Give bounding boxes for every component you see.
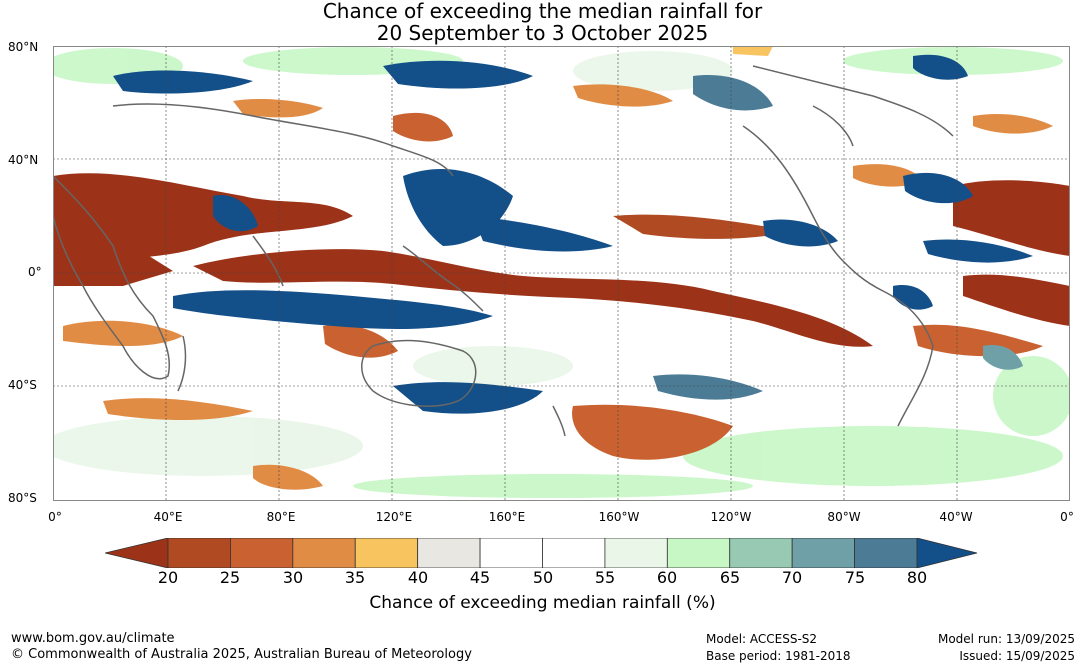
colorbar-cell <box>604 538 668 568</box>
colorbar-tick-30: 30 <box>282 568 304 587</box>
colorbar-label: Chance of exceeding median rainfall (%) <box>369 593 716 613</box>
colorbar <box>105 538 978 568</box>
colorbar-lower-extend <box>105 538 169 568</box>
dry-anomaly-regions <box>53 46 1070 490</box>
colorbar-tick-55: 55 <box>594 568 616 587</box>
lon-label-120e: 120°E <box>375 510 413 524</box>
footer-base-period: Base period: 1981-2018 <box>706 649 851 663</box>
footer-copyright: © Commonwealth of Australia 2025, Austra… <box>11 647 472 662</box>
colorbar-cell <box>854 538 918 568</box>
lat-label-80n: 80°N <box>8 40 39 54</box>
colorbar-cell <box>479 538 543 568</box>
lon-label-40w: 40°W <box>939 510 973 524</box>
footer-issued: Issued: 15/09/2025 <box>959 649 1075 663</box>
rainfall-probability-map <box>53 46 1070 501</box>
colorbar-cell <box>292 538 356 568</box>
colorbar-cell <box>729 538 793 568</box>
colorbar-tick-60: 60 <box>656 568 678 587</box>
lon-label-160w: 160°W <box>598 510 640 524</box>
lon-label-80w: 80°W <box>827 510 861 524</box>
colorbar-cells <box>167 538 918 568</box>
colorbar-tick-45: 45 <box>469 568 491 587</box>
colorbar-tick-80: 80 <box>906 568 928 587</box>
lon-label-40e: 40°E <box>153 510 183 524</box>
coastline-outlines <box>53 65 954 437</box>
colorbar-tick-70: 70 <box>781 568 803 587</box>
lon-label-0-right: 0° <box>1060 510 1074 524</box>
background-patches <box>53 47 1070 498</box>
colorbar-tick-20: 20 <box>157 568 179 587</box>
lon-label-0-left: 0° <box>48 510 62 524</box>
lon-label-120w: 120°W <box>710 510 752 524</box>
colorbar-tick-50: 50 <box>532 568 554 587</box>
wet-anomaly-regions <box>113 54 1033 414</box>
colorbar-cell <box>666 538 731 568</box>
graticule <box>53 46 1070 501</box>
lat-label-40n: 40°N <box>8 153 39 167</box>
colorbar-tick-75: 75 <box>844 568 866 587</box>
lon-label-80e: 80°E <box>266 510 296 524</box>
lat-label-40s: 40°S <box>8 378 37 392</box>
map-title-line2: 20 September to 3 October 2025 <box>376 21 709 45</box>
colorbar-cell <box>542 538 606 568</box>
footer-model: Model: ACCESS-S2 <box>706 632 818 646</box>
lat-label-80s: 80°S <box>8 491 37 505</box>
map-frame <box>53 46 1070 501</box>
map-title-line1: Chance of exceeding the median rainfall … <box>322 0 763 23</box>
colorbar-tick-35: 35 <box>344 568 366 587</box>
colorbar-tick-25: 25 <box>219 568 241 587</box>
colorbar-tick-65: 65 <box>719 568 741 587</box>
colorbar-cell <box>354 538 419 568</box>
colorbar-tick-40: 40 <box>407 568 429 587</box>
lat-label-0: 0° <box>28 265 42 279</box>
colorbar-cell <box>791 538 855 568</box>
footer-model-run: Model run: 13/09/2025 <box>937 632 1075 646</box>
colorbar-cell <box>417 538 481 568</box>
colorbar-cell <box>167 538 231 568</box>
footer-url: www.bom.gov.au/climate <box>11 631 175 646</box>
colorbar-cell <box>230 538 294 568</box>
lon-label-160e: 160°E <box>488 510 526 524</box>
colorbar-upper-extend <box>916 538 978 568</box>
